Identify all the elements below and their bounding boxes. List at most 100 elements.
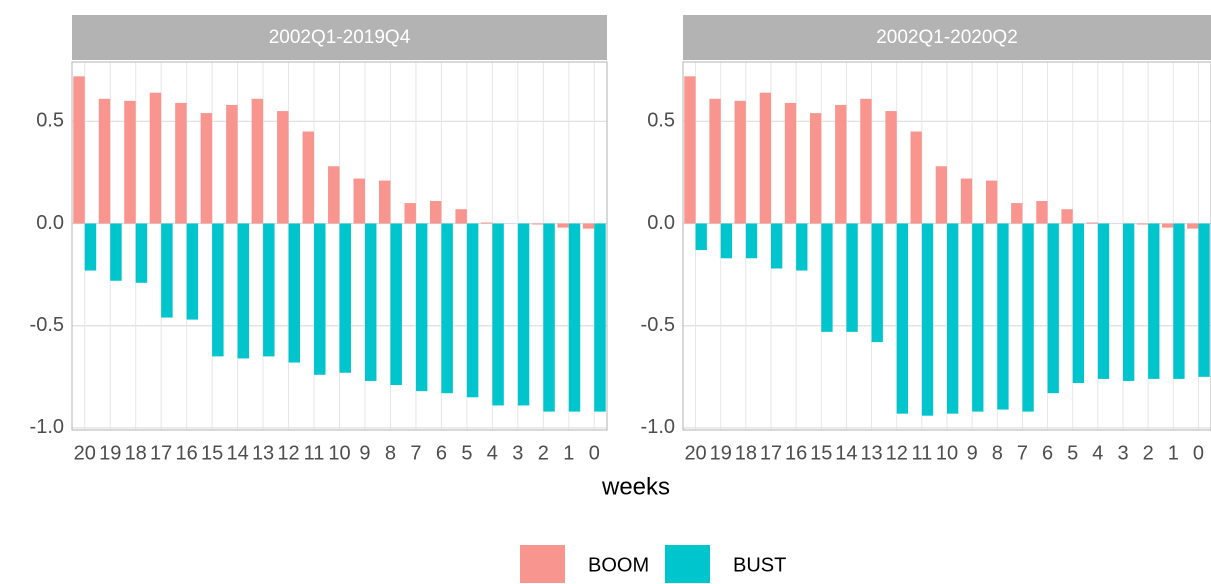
bar <box>441 223 453 394</box>
bar <box>98 98 111 224</box>
x-tick-label: 8 <box>385 442 396 464</box>
bar <box>455 209 467 224</box>
strip <box>72 15 607 60</box>
bar <box>1022 223 1034 412</box>
x-tick-label: 16 <box>176 442 198 464</box>
bar <box>1198 223 1210 377</box>
strip <box>683 15 1211 60</box>
x-tick-label: 14 <box>226 442 248 464</box>
bar <box>557 223 569 228</box>
x-tick-label: 19 <box>710 442 732 464</box>
bar <box>796 223 808 271</box>
x-tick-label: 18 <box>735 442 757 464</box>
bar <box>1072 223 1085 383</box>
bar <box>568 223 581 412</box>
bar <box>543 223 555 412</box>
x-tick-label: 4 <box>487 442 498 464</box>
bar <box>84 223 97 271</box>
bar <box>784 102 797 224</box>
x-tick-label: 3 <box>1117 442 1128 464</box>
x-axis-title: weeks <box>601 473 670 500</box>
bar <box>161 223 173 318</box>
x-tick-label: 15 <box>201 442 223 464</box>
bar <box>1173 223 1185 379</box>
bar <box>759 92 771 224</box>
bar <box>972 223 984 412</box>
bar <box>921 223 934 416</box>
panel-border <box>682 61 1211 431</box>
bar <box>531 223 544 225</box>
bar <box>1086 222 1098 224</box>
facet-title: 2002Q1-2020Q2 <box>876 27 1018 48</box>
bar <box>771 223 783 269</box>
x-tick-label: 11 <box>304 442 325 464</box>
bar <box>404 203 416 224</box>
bar <box>947 223 959 414</box>
bar <box>985 180 998 224</box>
x-tick-label: 13 <box>860 442 882 464</box>
bar <box>1097 223 1110 379</box>
bar <box>734 100 746 224</box>
bar <box>415 223 428 392</box>
x-tick-label: 4 <box>1092 442 1103 464</box>
bar <box>809 113 822 224</box>
bar <box>910 131 922 224</box>
bar <box>302 131 315 224</box>
y-tick-label: -0.5 <box>641 314 675 336</box>
bar <box>135 223 148 283</box>
legend-swatch <box>520 545 565 583</box>
x-tick-label: 14 <box>835 442 857 464</box>
bar <box>1136 223 1149 225</box>
legend-swatch <box>665 545 710 583</box>
bar <box>1148 223 1160 379</box>
x-tick-label: 0 <box>1193 442 1204 464</box>
y-tick-label: -0.5 <box>30 314 64 336</box>
bar <box>871 223 883 343</box>
bar <box>200 113 213 224</box>
bar <box>582 223 595 229</box>
x-tick-label: 8 <box>992 442 1003 464</box>
bar <box>695 223 707 251</box>
bar <box>480 222 493 224</box>
x-tick-label: 17 <box>150 442 172 464</box>
y-tick-label: 0.0 <box>36 212 64 234</box>
bar <box>110 223 122 281</box>
x-tick-label: 2 <box>538 442 549 464</box>
x-tick-label: 13 <box>252 442 274 464</box>
x-tick-label: 12 <box>886 442 908 464</box>
y-tick-label: -1.0 <box>30 416 64 438</box>
bar <box>885 111 897 224</box>
x-tick-label: 6 <box>436 442 447 464</box>
x-tick-label: 20 <box>684 442 706 464</box>
bar <box>835 104 847 224</box>
bar <box>226 104 238 224</box>
bar <box>251 98 264 224</box>
x-tick-label: 1 <box>1168 442 1179 464</box>
bar <box>997 223 1009 410</box>
bar <box>212 223 224 357</box>
bar <box>339 223 351 373</box>
bar <box>1187 223 1199 229</box>
bar <box>175 102 187 224</box>
y-tick-label: 0.0 <box>647 212 675 234</box>
bar <box>709 98 721 224</box>
bar <box>263 223 275 357</box>
bar <box>237 223 250 359</box>
x-tick-label: 5 <box>1067 442 1078 464</box>
bar <box>124 100 136 224</box>
bar <box>1161 223 1174 228</box>
x-tick-label: 6 <box>1042 442 1053 464</box>
bar <box>860 98 872 224</box>
x-tick-label: 11 <box>911 442 932 464</box>
bar <box>492 223 504 406</box>
x-tick-label: 0 <box>589 442 600 464</box>
x-tick-label: 17 <box>760 442 782 464</box>
bar <box>466 223 479 398</box>
bar <box>328 166 340 224</box>
bar <box>314 223 326 375</box>
facet-title: 2002Q1-2019Q4 <box>269 27 411 48</box>
x-tick-label: 2 <box>1143 442 1154 464</box>
bar <box>745 223 758 259</box>
x-tick-label: 7 <box>1017 442 1028 464</box>
